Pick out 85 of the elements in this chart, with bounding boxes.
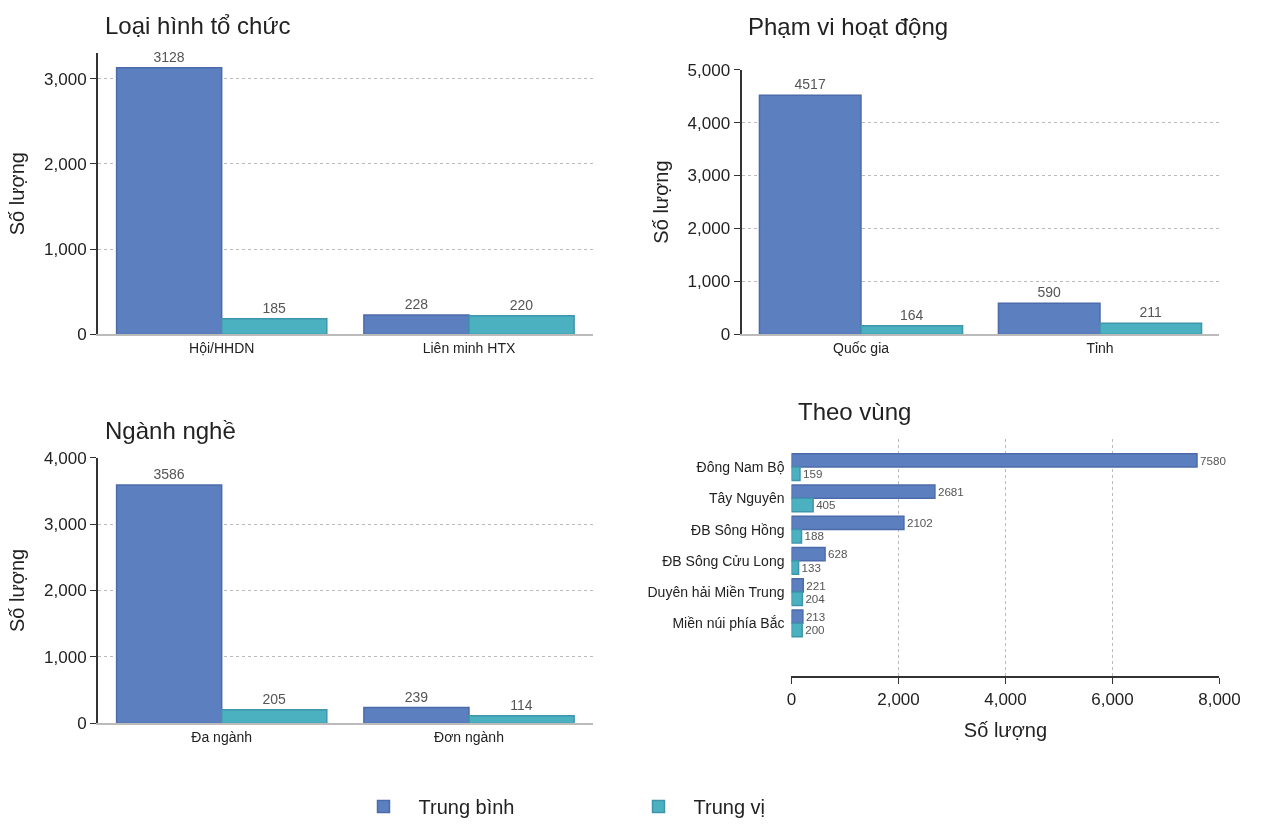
data-label: 3128 bbox=[153, 48, 185, 65]
y-axis-title: Số lượng bbox=[6, 548, 29, 633]
legend-label: Trung bình bbox=[418, 796, 515, 819]
chart-title: Theo vùng bbox=[798, 398, 912, 425]
bar bbox=[115, 66, 223, 335]
y-tick-label: ĐB Sông Cửu Long bbox=[662, 552, 785, 569]
x-axis-title: Số lượng bbox=[963, 718, 1048, 741]
data-label: 628 bbox=[828, 547, 848, 561]
data-label: 590 bbox=[1037, 284, 1061, 301]
chart-title: Ngành nghề bbox=[105, 417, 236, 444]
bar bbox=[468, 314, 575, 335]
legend-label: Trung vị bbox=[693, 796, 766, 819]
bar bbox=[1099, 322, 1203, 335]
data-label: 221 bbox=[806, 578, 826, 592]
y-tick-label: 3,000 bbox=[44, 69, 87, 89]
bar bbox=[791, 560, 800, 575]
bar bbox=[363, 706, 470, 724]
y-tick-label: 1,000 bbox=[687, 272, 731, 292]
data-label: 185 bbox=[262, 299, 287, 316]
bar bbox=[468, 715, 575, 724]
x-tick-label: 6,000 bbox=[1091, 689, 1134, 709]
x-tick-label: Liên minh HTX bbox=[422, 340, 516, 357]
y-tick-label: 2,000 bbox=[687, 219, 731, 239]
bar bbox=[791, 546, 826, 562]
x-tick-label: Đơn ngành bbox=[434, 729, 504, 746]
bar bbox=[791, 591, 804, 607]
data-label: 239 bbox=[404, 688, 429, 705]
y-tick-label: 2,000 bbox=[44, 154, 87, 174]
y-tick-label: 3,000 bbox=[687, 166, 731, 186]
bar bbox=[791, 515, 905, 531]
y-axis-title: Số lượng bbox=[649, 160, 672, 244]
bar bbox=[758, 94, 862, 335]
data-label: 213 bbox=[805, 609, 826, 623]
x-tick-label: Tỉnh bbox=[1086, 340, 1114, 357]
y-tick-label: 3,000 bbox=[44, 514, 87, 534]
x-tick-label: 4,000 bbox=[984, 689, 1027, 709]
bar bbox=[791, 453, 1198, 468]
data-label: 2681 bbox=[937, 484, 964, 498]
data-label: 205 bbox=[262, 690, 287, 707]
y-tick-label: 1,000 bbox=[44, 240, 87, 260]
y-tick-label: Miền núi phía Bắc bbox=[672, 615, 785, 632]
data-label: 7580 bbox=[1200, 453, 1226, 467]
bar bbox=[363, 314, 470, 335]
bar bbox=[791, 497, 814, 513]
chart-title: Loại hình tổ chức bbox=[105, 12, 291, 39]
bar bbox=[791, 484, 936, 500]
y-tick-label: 4,000 bbox=[44, 448, 87, 468]
data-label: 405 bbox=[816, 498, 836, 512]
x-tick-label: Hội/HHDN bbox=[189, 340, 255, 357]
y-tick-label: Đông Nam Bộ bbox=[696, 459, 785, 476]
y-tick-label: 1,000 bbox=[44, 647, 87, 667]
bar bbox=[220, 317, 328, 335]
data-label: 228 bbox=[404, 295, 429, 312]
x-tick-label: Quốc gia bbox=[832, 340, 890, 357]
y-tick-label: 2,000 bbox=[44, 581, 87, 601]
data-label: 164 bbox=[900, 306, 924, 323]
data-label: 133 bbox=[801, 560, 821, 574]
x-tick-label: Đa ngành bbox=[191, 729, 253, 746]
chart-title: Phạm vi hoạt động bbox=[748, 13, 949, 40]
bar bbox=[791, 622, 803, 638]
data-label: 200 bbox=[805, 623, 825, 637]
x-tick-label: 8,000 bbox=[1198, 689, 1241, 709]
data-label: 220 bbox=[509, 296, 534, 313]
y-axis-title: Số lượng bbox=[6, 152, 29, 236]
data-label: 188 bbox=[804, 529, 824, 543]
y-tick-label: ĐB Sông Hồng bbox=[691, 521, 785, 538]
y-tick-label: Duyên hải Miền Trung bbox=[647, 584, 785, 601]
data-label: 211 bbox=[1139, 304, 1163, 321]
bar bbox=[997, 302, 1101, 335]
bar bbox=[791, 466, 801, 482]
data-label: 2102 bbox=[906, 516, 933, 530]
bar bbox=[791, 609, 804, 625]
data-label: 159 bbox=[802, 466, 823, 480]
x-tick-label: 2,000 bbox=[877, 689, 920, 709]
bar bbox=[220, 709, 328, 724]
data-label: 114 bbox=[510, 696, 533, 713]
y-tick-label: Tây Nguyên bbox=[708, 490, 785, 507]
bar bbox=[860, 324, 964, 335]
data-label: 3586 bbox=[153, 466, 185, 483]
data-label: 4517 bbox=[794, 76, 826, 93]
bar bbox=[791, 528, 803, 544]
data-label: 204 bbox=[805, 591, 826, 605]
bar bbox=[115, 484, 223, 724]
y-tick-label: 4,000 bbox=[687, 113, 731, 133]
y-tick-label: 5,000 bbox=[687, 60, 731, 80]
